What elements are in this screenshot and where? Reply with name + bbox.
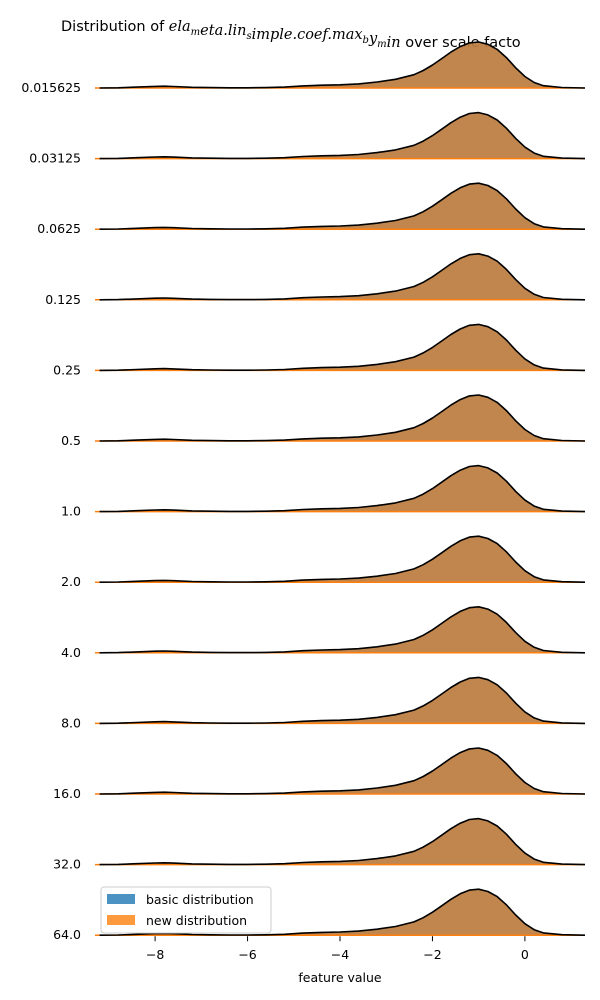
row-label-11: 32.0	[53, 857, 81, 872]
ridge-10-new-area	[95, 748, 585, 794]
x-tick-label-1: −6	[238, 947, 256, 962]
ridge-4-new-area	[95, 324, 585, 371]
row-label-1: 0.03125	[29, 151, 81, 166]
ridge-7-outline	[99, 535, 586, 583]
ridge-5-new-area	[95, 395, 585, 441]
x-tick-label-0: −8	[146, 947, 164, 962]
ridge-4-outline	[99, 323, 586, 372]
ridge-12-new-area	[95, 889, 585, 936]
ridge-1-outline	[99, 111, 586, 160]
row-label-10: 16.0	[53, 786, 81, 801]
row-label-12: 64.0	[53, 927, 81, 942]
ridge-7-new-area	[95, 536, 585, 583]
ridge-3-new-area	[95, 253, 585, 300]
ridge-0-new-area	[95, 42, 585, 88]
ridge-9-outline	[99, 676, 586, 725]
row-label-9: 8.0	[61, 715, 81, 730]
x-axis-label: feature value	[298, 970, 382, 985]
row-label-0: 0.015625	[21, 80, 81, 95]
legend-swatch-basic	[107, 894, 135, 904]
legend-label-basic: basic distribution	[146, 892, 254, 907]
legend-label-new: new distribution	[146, 913, 247, 928]
row-label-2: 0.0625	[37, 221, 81, 236]
ridge-2-outline	[99, 182, 586, 230]
row-label-6: 1.0	[61, 504, 81, 519]
legend-swatch-new	[107, 915, 135, 925]
legend-box	[100, 886, 272, 934]
row-label-3: 0.125	[45, 292, 81, 307]
ridge-5-outline	[99, 394, 586, 442]
ridge-9-new-area	[95, 677, 585, 724]
ridge-11-outline	[99, 817, 586, 866]
chart-title: Distribution of elameta.linsimple.coef.m…	[61, 19, 521, 51]
row-label-4: 0.25	[53, 362, 81, 377]
row-label-7: 2.0	[61, 574, 81, 589]
ridge-10-outline	[99, 747, 586, 795]
ridge-12-outline	[99, 888, 586, 936]
row-label-5: 0.5	[61, 433, 81, 448]
ridge-1-new-area	[95, 112, 585, 159]
ridge-0-outline	[99, 41, 586, 89]
ridge-2-new-area	[95, 183, 585, 230]
ridge-6-new-area	[95, 465, 585, 512]
x-tick-label-4: 0	[521, 947, 529, 962]
x-tick-label-2: −4	[331, 947, 349, 962]
ridge-6-outline	[99, 464, 586, 513]
x-tick-label-3: −2	[423, 947, 441, 962]
row-label-8: 4.0	[61, 645, 81, 660]
ridge-3-outline	[99, 253, 586, 301]
ridge-8-new-area	[95, 606, 585, 653]
ridge-8-outline	[99, 606, 586, 654]
ridge-11-new-area	[95, 818, 585, 865]
